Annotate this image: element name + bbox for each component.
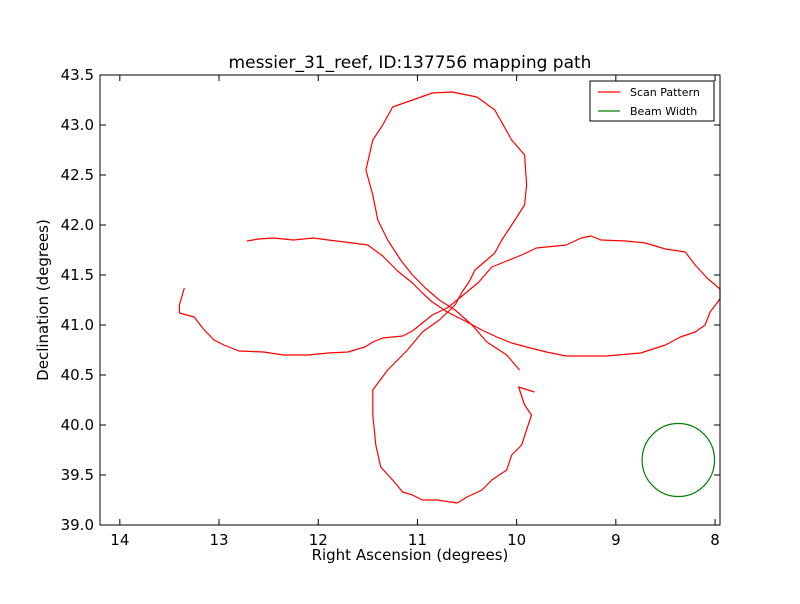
beam-width-circle [641,422,716,498]
y-tick-label: 43.0 [61,116,94,134]
x-tick-label: 14 [110,531,129,549]
y-tick-label: 40.5 [61,366,94,384]
chart-title: messier_31_reef, ID:137756 mapping path [229,53,592,73]
plot-border [99,74,721,526]
legend: Scan Pattern Beam Width [589,80,715,122]
x-axis-label: Right Ascension (degrees) [312,546,509,564]
legend-label-beam-width: Beam Width [630,105,697,118]
scan-pattern-line-1 [365,91,535,504]
y-tick-label: 42.0 [61,216,94,234]
x-tick-label: 9 [611,531,621,549]
x-tick-label: 13 [209,531,228,549]
plot-area [100,75,720,525]
y-tick-label: 42.5 [61,166,94,184]
y-tick-label: 39.0 [61,516,94,534]
y-tick-label: 40.0 [61,416,94,434]
data-layer [178,91,721,504]
legend-label-scan-pattern: Scan Pattern [630,86,700,99]
y-axis-label: Declination (degrees) [34,219,52,381]
x-tick-label: 12 [309,531,328,549]
axis-ticks: 14 13 12 11 10 9 8 39.0 39.5 40.0 40.5 41.0 41.5 42.0… [61,66,720,549]
y-tick-label: 43.5 [61,66,94,84]
y-tick-label: 41.0 [61,316,94,334]
scan-pattern-line-0 [178,235,721,357]
y-tick-label: 41.5 [61,266,94,284]
x-tick-label: 11 [408,531,427,549]
x-tick-label: 8 [710,531,720,549]
y-tick-label: 39.5 [61,466,94,484]
legend-box [589,80,715,122]
x-tick-label: 10 [507,531,526,549]
plot-frame [100,75,720,525]
